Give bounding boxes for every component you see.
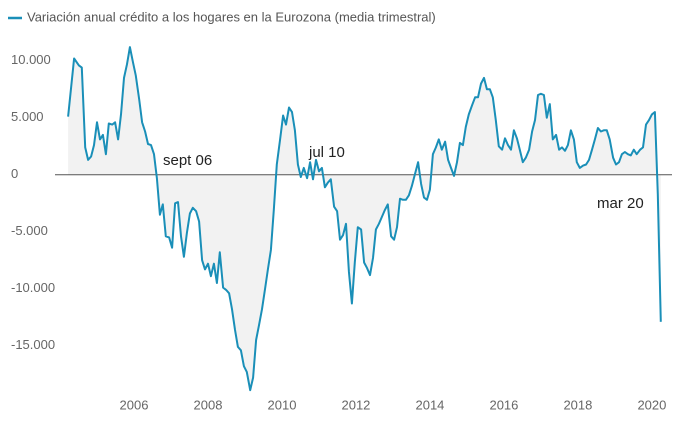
y-tick-label: 10.000 [11,52,51,67]
annotation: sept 06 [163,152,212,169]
series-line [67,46,662,392]
annotation: mar 20 [597,195,644,212]
y-tick-label: -10.000 [11,280,55,295]
y-tick-label: 5.000 [11,109,44,124]
x-tick-label: 2020 [637,397,666,412]
x-tick-label: 2010 [268,397,297,412]
y-tick-label: 0 [11,166,18,181]
x-tick-label: 2014 [415,397,444,412]
y-tick-label: -5.000 [11,223,48,238]
area-fill [68,47,661,391]
y-tick-label: -15.000 [11,337,55,352]
x-tick-label: 2018 [563,397,592,412]
legend-label: Variación anual crédito a los hogares en… [27,9,436,24]
annotation: jul 10 [308,144,345,161]
x-tick-label: 2016 [489,397,518,412]
x-tick-label: 2012 [341,397,370,412]
x-tick-label: 2008 [194,397,223,412]
x-tick-label: 2006 [120,397,149,412]
